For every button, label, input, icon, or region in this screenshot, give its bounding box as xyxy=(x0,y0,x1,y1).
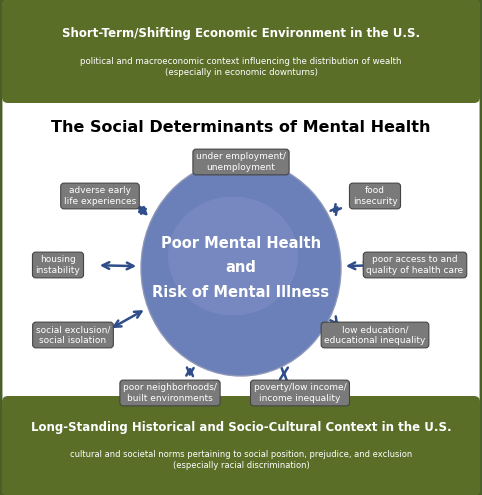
Text: Poor Mental Health
and
Risk of Mental Illness: Poor Mental Health and Risk of Mental Il… xyxy=(152,236,330,300)
Text: food
insecurity: food insecurity xyxy=(353,186,397,206)
Text: social exclusion/
social isolation: social exclusion/ social isolation xyxy=(36,325,110,345)
Text: under employment/
unemployment: under employment/ unemployment xyxy=(196,152,286,172)
Text: housing
instability: housing instability xyxy=(36,255,80,275)
Text: political and macroeconomic context influencing the distribution of wealth
(espe: political and macroeconomic context infl… xyxy=(80,57,402,77)
Text: poor neighborhoods/
built environments: poor neighborhoods/ built environments xyxy=(123,383,217,403)
FancyBboxPatch shape xyxy=(2,396,480,495)
Ellipse shape xyxy=(168,197,298,315)
Text: Short-Term/Shifting Economic Environment in the U.S.: Short-Term/Shifting Economic Environment… xyxy=(62,27,420,40)
Text: Long-Standing Historical and Socio-Cultural Context in the U.S.: Long-Standing Historical and Socio-Cultu… xyxy=(31,422,451,435)
Text: poor access to and
quality of health care: poor access to and quality of health car… xyxy=(366,255,464,275)
Text: adverse early
life experiences: adverse early life experiences xyxy=(64,186,136,206)
Text: low education/
educational inequality: low education/ educational inequality xyxy=(324,325,426,345)
Text: poverty/low income/
income inequality: poverty/low income/ income inequality xyxy=(254,383,346,403)
Text: cultural and societal norms pertaining to social position, prejudice, and exclus: cultural and societal norms pertaining t… xyxy=(70,450,412,470)
Text: The Social Determinants of Mental Health: The Social Determinants of Mental Health xyxy=(51,120,431,136)
FancyBboxPatch shape xyxy=(2,0,480,103)
Ellipse shape xyxy=(141,160,341,376)
